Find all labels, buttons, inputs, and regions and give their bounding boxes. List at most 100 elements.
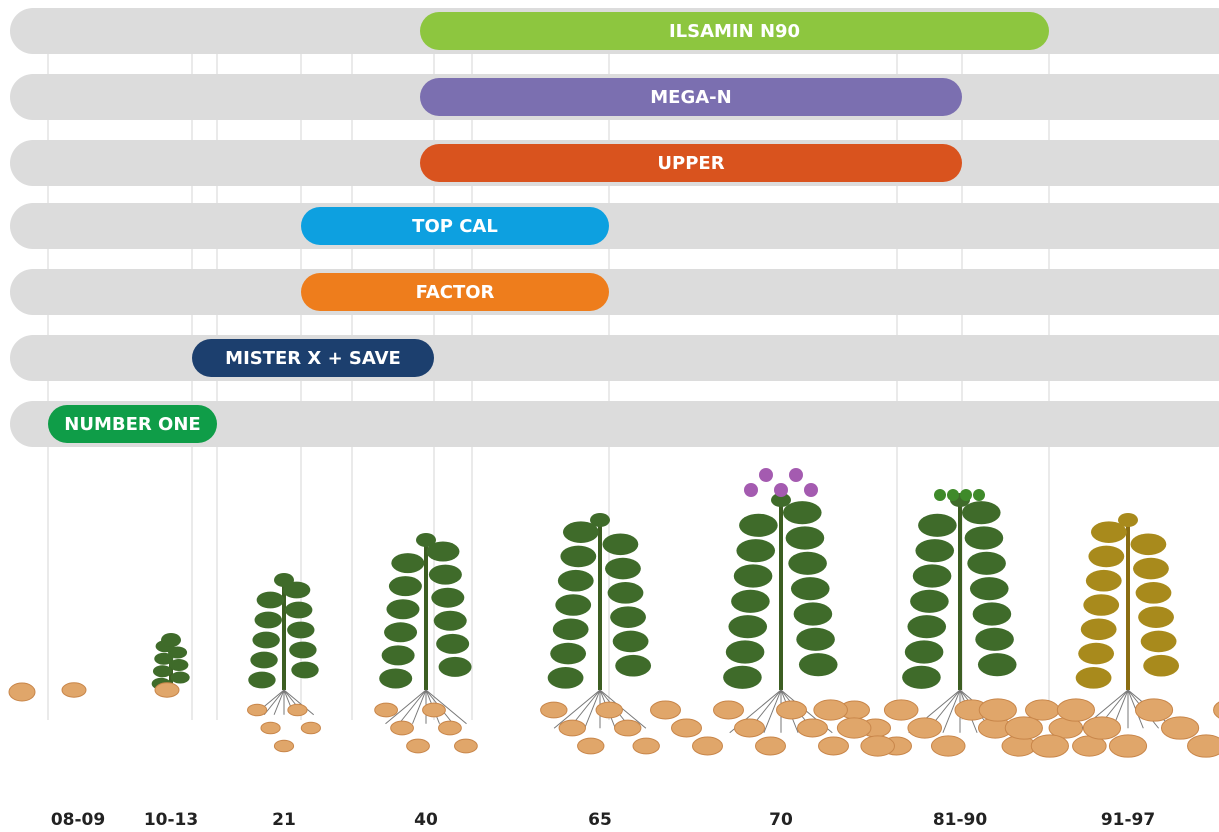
leaf bbox=[1136, 582, 1172, 604]
berry bbox=[960, 489, 972, 501]
tuber bbox=[439, 721, 462, 735]
leaf bbox=[1143, 655, 1179, 677]
flower bbox=[759, 468, 773, 482]
flower bbox=[744, 483, 758, 497]
leaf bbox=[973, 602, 1012, 625]
stage-label: 21 bbox=[272, 810, 296, 830]
application-diagram: ILSAMIN N90MEGA-NUPPERTOP CALFACTORMISTE… bbox=[0, 0, 1219, 832]
tuber bbox=[1109, 735, 1146, 757]
leaf bbox=[603, 533, 639, 555]
tuber bbox=[541, 702, 567, 718]
leaf bbox=[255, 612, 282, 629]
tuber bbox=[931, 736, 965, 756]
stage-label: 65 bbox=[588, 810, 612, 830]
tuber bbox=[756, 737, 786, 755]
leaf bbox=[274, 573, 294, 587]
leaf bbox=[615, 655, 651, 677]
leaf bbox=[384, 622, 417, 642]
tuber bbox=[837, 718, 871, 738]
leaf bbox=[590, 513, 610, 527]
tuber bbox=[62, 683, 86, 697]
leaf bbox=[1076, 667, 1112, 689]
product-label: TOP CAL bbox=[412, 216, 498, 237]
leaf bbox=[171, 672, 190, 684]
tuber bbox=[672, 719, 702, 737]
tuber bbox=[908, 718, 942, 738]
tuber bbox=[423, 703, 446, 717]
tuber bbox=[979, 699, 1016, 721]
leaf bbox=[918, 514, 957, 537]
berry bbox=[973, 489, 985, 501]
tuber bbox=[633, 738, 659, 754]
product-label: UPPER bbox=[657, 153, 724, 174]
leaf bbox=[734, 564, 773, 587]
stage-label: 91-97 bbox=[1101, 810, 1155, 830]
tuber bbox=[261, 722, 280, 734]
leaf bbox=[970, 577, 1009, 600]
plant bbox=[541, 513, 660, 754]
tuber bbox=[1057, 699, 1094, 721]
stage-label: 40 bbox=[414, 810, 438, 830]
leaf bbox=[608, 582, 644, 604]
product-label: MEGA-N bbox=[650, 87, 731, 108]
track bbox=[10, 269, 1219, 315]
leaf bbox=[436, 634, 469, 654]
flower bbox=[774, 483, 788, 497]
leaf bbox=[605, 558, 641, 580]
tuber bbox=[714, 701, 744, 719]
leaf bbox=[1141, 631, 1177, 653]
berry bbox=[934, 489, 946, 501]
stage-label: 10-13 bbox=[144, 810, 198, 830]
tuber bbox=[1031, 735, 1068, 757]
leaf bbox=[726, 640, 765, 663]
leaf bbox=[289, 642, 316, 659]
track bbox=[10, 335, 1219, 381]
tuber bbox=[455, 739, 478, 753]
tuber bbox=[301, 722, 320, 734]
leaf bbox=[913, 564, 952, 587]
leaf bbox=[975, 628, 1014, 651]
leaf bbox=[783, 501, 822, 524]
tuber bbox=[819, 737, 849, 755]
stage-label: 81-90 bbox=[933, 810, 988, 830]
leaf bbox=[610, 606, 646, 628]
tuber bbox=[288, 704, 307, 716]
plant bbox=[375, 533, 478, 753]
leaf bbox=[799, 653, 838, 676]
leaf bbox=[1138, 606, 1174, 628]
leaf bbox=[153, 665, 172, 677]
leaf bbox=[434, 611, 467, 631]
leaf bbox=[1088, 546, 1124, 568]
leaf bbox=[788, 552, 827, 575]
leaf bbox=[728, 615, 767, 638]
leaf bbox=[439, 657, 472, 677]
leaf bbox=[386, 599, 419, 619]
leaf bbox=[910, 590, 949, 613]
leaf bbox=[553, 618, 589, 640]
leaf bbox=[389, 576, 422, 596]
tuber bbox=[407, 739, 430, 753]
leaf bbox=[739, 514, 778, 537]
tuber bbox=[615, 720, 641, 736]
tuber bbox=[814, 700, 848, 720]
product-label: FACTOR bbox=[416, 282, 495, 303]
leaf bbox=[560, 546, 596, 568]
product-label: MISTER X + SAVE bbox=[225, 348, 401, 369]
leaf bbox=[429, 565, 462, 585]
leaf bbox=[257, 592, 284, 609]
tuber bbox=[735, 719, 765, 737]
plant bbox=[152, 633, 190, 697]
flower bbox=[789, 468, 803, 482]
root bbox=[264, 690, 284, 715]
leaf bbox=[382, 645, 415, 665]
tuber bbox=[248, 704, 267, 716]
tuber bbox=[1005, 717, 1042, 739]
tuber bbox=[1083, 717, 1120, 739]
leaf bbox=[161, 633, 181, 647]
leaf bbox=[794, 602, 833, 625]
leaf bbox=[786, 526, 825, 549]
leaf bbox=[907, 615, 946, 638]
tuber bbox=[798, 719, 828, 737]
leaf bbox=[379, 668, 412, 688]
leaf bbox=[1131, 533, 1167, 555]
